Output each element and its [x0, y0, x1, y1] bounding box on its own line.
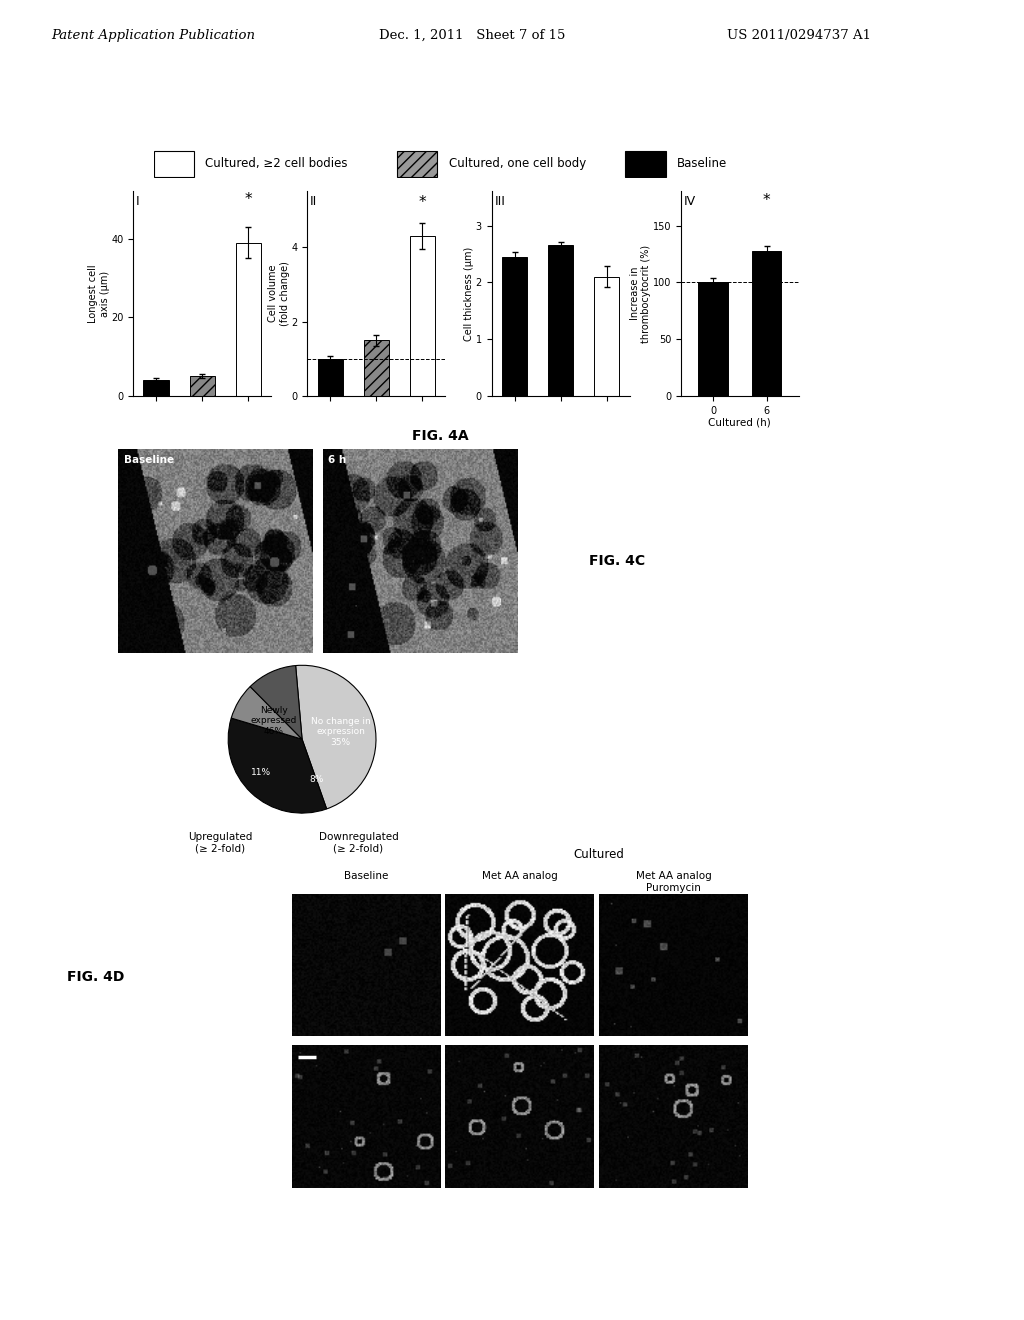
Text: Baseline: Baseline: [344, 871, 389, 882]
Text: FIG. 4A: FIG. 4A: [412, 429, 469, 444]
Text: I: I: [136, 195, 139, 209]
Text: *: *: [763, 194, 770, 209]
Text: 6 h: 6 h: [329, 455, 347, 465]
Y-axis label: Increase in
thrombocytocrit (%): Increase in thrombocytocrit (%): [630, 244, 651, 343]
Bar: [752, 251, 781, 396]
Text: II: II: [310, 195, 317, 209]
Text: Upregulated
(≥ 2-fold): Upregulated (≥ 2-fold): [188, 832, 252, 853]
Text: *: *: [245, 193, 252, 207]
Bar: [154, 150, 195, 177]
Bar: [317, 359, 343, 396]
Text: Patent Application Publication: Patent Application Publication: [51, 29, 255, 42]
Wedge shape: [228, 718, 327, 813]
Wedge shape: [296, 665, 376, 809]
Wedge shape: [250, 665, 302, 739]
Text: 8%: 8%: [309, 775, 324, 784]
Bar: [236, 243, 261, 396]
Bar: [502, 257, 527, 396]
Bar: [143, 380, 169, 396]
Text: *: *: [419, 195, 426, 210]
Text: Met AA analog
Puromycin: Met AA analog Puromycin: [636, 871, 712, 892]
Text: FIG. 4C: FIG. 4C: [589, 554, 645, 568]
Text: III: III: [495, 195, 505, 209]
Bar: [548, 246, 573, 396]
Text: IV: IV: [683, 195, 695, 209]
Wedge shape: [231, 686, 302, 739]
Text: Met AA analog: Met AA analog: [482, 871, 558, 882]
Text: Dec. 1, 2011   Sheet 7 of 15: Dec. 1, 2011 Sheet 7 of 15: [379, 29, 565, 42]
Bar: [189, 376, 215, 396]
Text: Baseline: Baseline: [677, 157, 727, 170]
X-axis label: Cultured (h): Cultured (h): [709, 417, 771, 428]
Text: 11%: 11%: [251, 768, 271, 777]
Bar: [397, 150, 437, 177]
Text: Downregulated
(≥ 2-fold): Downregulated (≥ 2-fold): [318, 832, 398, 853]
Y-axis label: Longest cell
axis (μm): Longest cell axis (μm): [88, 264, 110, 323]
Bar: [364, 341, 389, 396]
Text: US 2011/0294737 A1: US 2011/0294737 A1: [727, 29, 871, 42]
Text: Cultured, one cell body: Cultured, one cell body: [449, 157, 586, 170]
Y-axis label: Cell volume
(fold change): Cell volume (fold change): [268, 261, 290, 326]
Bar: [698, 282, 728, 396]
Bar: [410, 236, 435, 396]
Text: Newly
expressed
46%: Newly expressed 46%: [251, 706, 297, 735]
Bar: [594, 277, 620, 396]
Text: FIG. 4D: FIG. 4D: [67, 970, 124, 983]
Text: Cultured, ≥2 cell bodies: Cultured, ≥2 cell bodies: [205, 157, 348, 170]
Text: Baseline: Baseline: [124, 455, 174, 465]
Text: No change in
expression
35%: No change in expression 35%: [310, 717, 371, 747]
Text: Cultured: Cultured: [573, 847, 625, 861]
Bar: [626, 150, 666, 177]
Y-axis label: Cell thickness (μm): Cell thickness (μm): [464, 247, 474, 341]
